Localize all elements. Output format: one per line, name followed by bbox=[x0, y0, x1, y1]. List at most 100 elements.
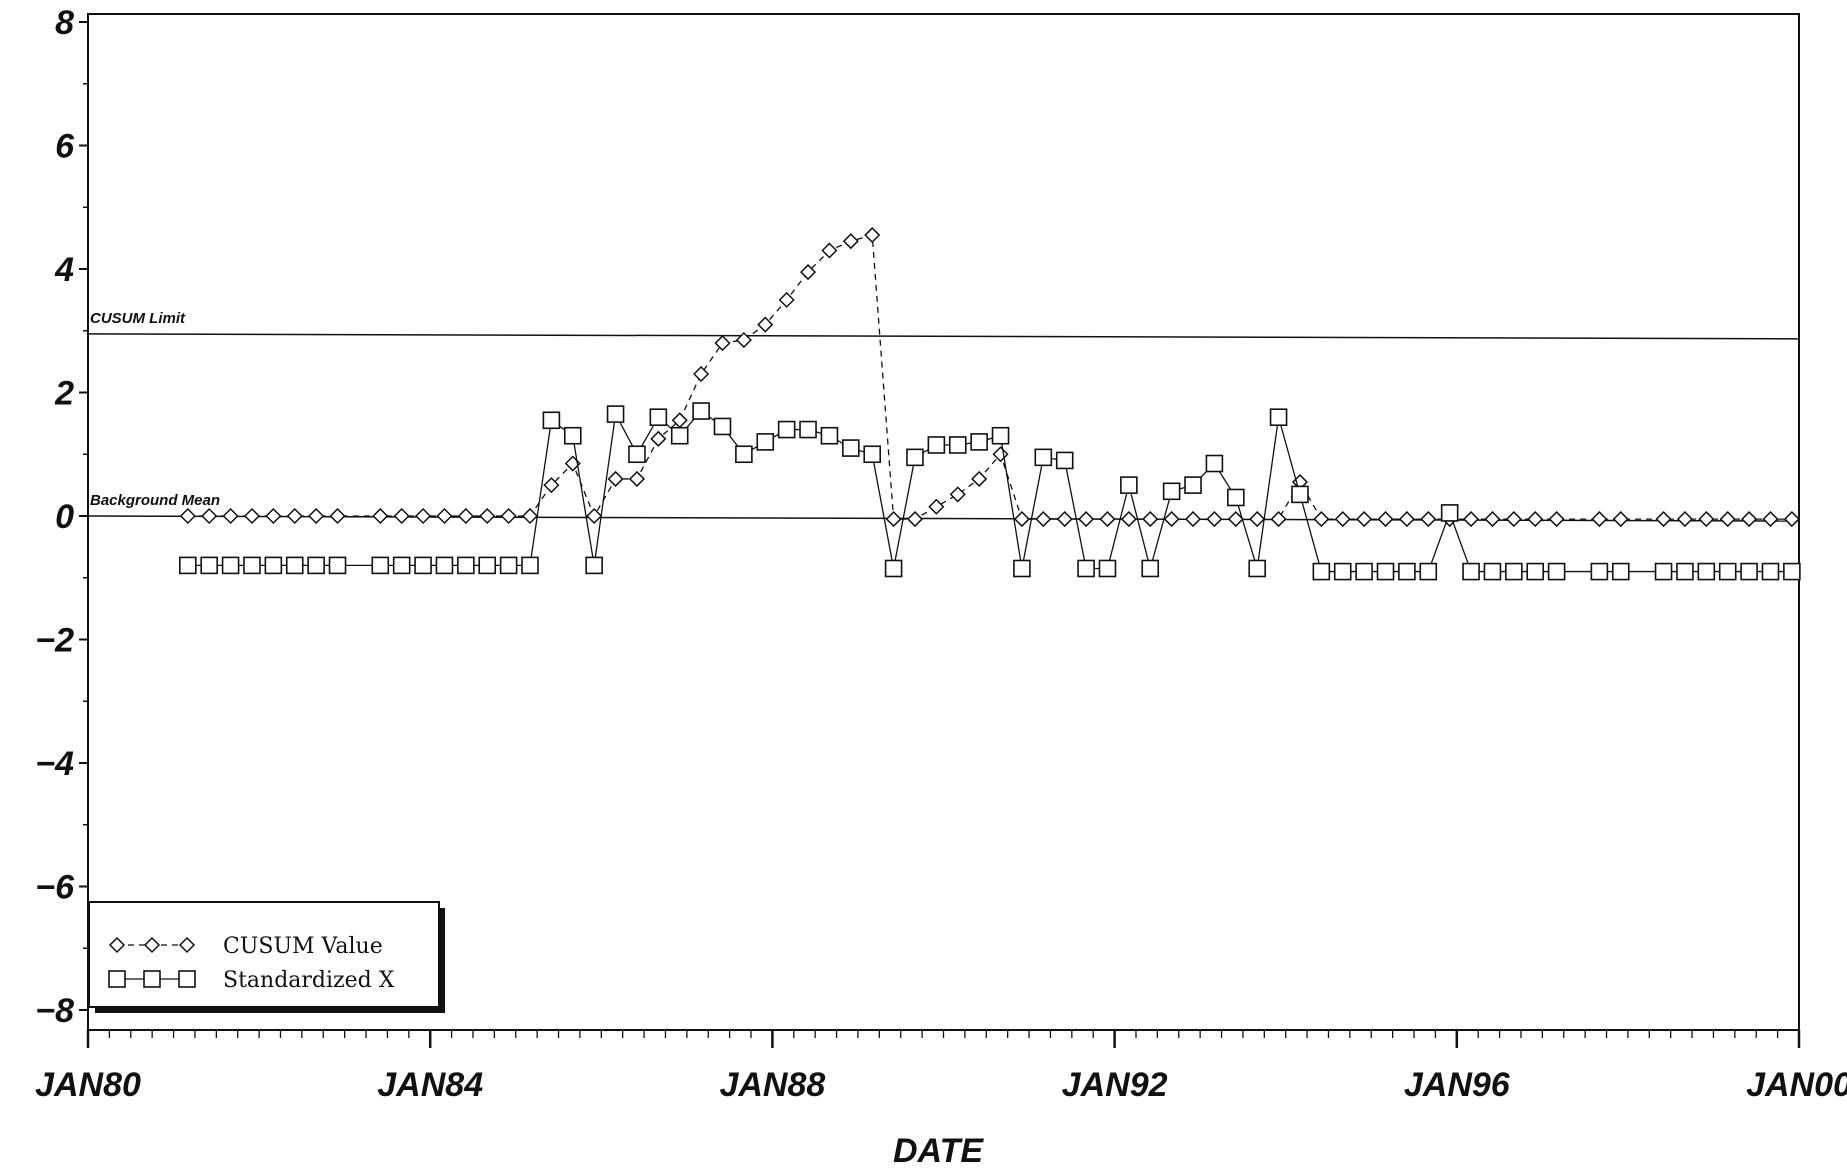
legend-cusum-marker bbox=[143, 936, 161, 954]
cusum-point bbox=[243, 507, 261, 525]
x-tick-label: JAN00 bbox=[1746, 1066, 1847, 1104]
standardized-point bbox=[1248, 559, 1266, 578]
standardized-point bbox=[328, 556, 347, 575]
cusum-point bbox=[1206, 511, 1223, 528]
standardized-point bbox=[756, 433, 775, 451]
y-tick-label: −2 bbox=[35, 622, 74, 660]
cusum-point bbox=[735, 331, 752, 349]
standardized-point bbox=[1141, 559, 1160, 578]
standardized-point bbox=[1226, 488, 1245, 507]
legend-standardized-symbol bbox=[108, 970, 196, 988]
standardized-point bbox=[499, 556, 518, 575]
standardized-point bbox=[1526, 562, 1545, 581]
y-tick-label: 6 bbox=[55, 128, 75, 166]
cusum-point bbox=[1484, 511, 1501, 528]
cusum-point bbox=[265, 507, 282, 525]
cusum-point bbox=[971, 470, 988, 488]
cusum-point bbox=[1356, 511, 1373, 528]
standardized-point bbox=[606, 405, 625, 423]
cusum-limit-label: CUSUM Limit bbox=[90, 310, 186, 327]
standardized-point bbox=[478, 556, 497, 575]
cusum-point bbox=[1013, 511, 1030, 528]
cusum-point bbox=[949, 486, 966, 503]
standardized-point bbox=[906, 448, 924, 467]
cusum-point bbox=[1741, 511, 1758, 528]
cusum-point bbox=[179, 507, 196, 525]
standardized-point bbox=[1654, 562, 1673, 581]
standardized-point bbox=[1419, 562, 1438, 581]
standardized-point bbox=[1120, 476, 1138, 494]
standardized-point bbox=[649, 408, 668, 427]
x-tick-label: JAN88 bbox=[719, 1066, 825, 1104]
cusum-point bbox=[1612, 511, 1629, 528]
cusum-point bbox=[372, 507, 389, 525]
cusum-point bbox=[650, 430, 667, 447]
cusum-point bbox=[436, 507, 453, 525]
standardized-point bbox=[670, 426, 689, 445]
standardized-point bbox=[991, 426, 1010, 445]
cusum-point bbox=[778, 291, 795, 308]
standardized-point bbox=[1055, 451, 1074, 470]
standardized-point bbox=[1440, 504, 1459, 522]
standardized-point bbox=[542, 411, 561, 430]
cusum-point bbox=[222, 507, 239, 525]
cusum-point bbox=[1698, 511, 1715, 528]
data-series bbox=[179, 226, 1801, 581]
cusum-point bbox=[885, 511, 902, 528]
cusum-point bbox=[1270, 511, 1287, 528]
cusum-point bbox=[586, 507, 603, 525]
legend-cusum-label: CUSUM Value bbox=[223, 934, 383, 959]
cusum-point bbox=[1227, 511, 1244, 528]
standardized-point bbox=[799, 420, 817, 439]
cusum-point bbox=[714, 335, 731, 352]
cusum-point bbox=[1078, 511, 1095, 528]
standardized-point bbox=[1355, 562, 1373, 581]
standardized-point bbox=[307, 556, 325, 575]
standardized-point bbox=[285, 556, 304, 575]
standardized-point bbox=[521, 556, 539, 575]
y-tick-label: 8 bbox=[55, 4, 74, 42]
cusum-point bbox=[693, 365, 710, 383]
legend-standardized-marker bbox=[178, 970, 196, 988]
cusum-point bbox=[1527, 511, 1544, 528]
cusum-point bbox=[201, 507, 218, 525]
standardized-point bbox=[927, 436, 946, 454]
cusum-point bbox=[415, 507, 432, 525]
standardized-point bbox=[1376, 562, 1395, 581]
standardized-point bbox=[842, 439, 860, 457]
legend-cusum-symbol bbox=[108, 936, 196, 954]
x-tick-label: JAN92 bbox=[1062, 1066, 1168, 1104]
standardized-point bbox=[1740, 562, 1758, 581]
standardized-point bbox=[179, 556, 197, 575]
cusum-point bbox=[286, 507, 303, 525]
cusum-point bbox=[393, 507, 410, 525]
cusum-point bbox=[1398, 511, 1415, 528]
standardized-point bbox=[563, 426, 582, 445]
standardized-point bbox=[1312, 562, 1331, 581]
standardized-point bbox=[414, 556, 432, 575]
cusum-point bbox=[1313, 511, 1330, 528]
cusum-point bbox=[821, 242, 838, 259]
x-tick-label: JAN80 bbox=[35, 1066, 141, 1104]
standardized-point bbox=[1098, 559, 1117, 578]
standardized-point bbox=[1718, 562, 1737, 581]
cusum-point bbox=[1762, 511, 1779, 528]
standardized-point bbox=[243, 556, 261, 575]
legend: CUSUM Value Standardized X bbox=[88, 901, 445, 1013]
y-tick-label: −4 bbox=[35, 745, 74, 783]
x-tick-label: JAN84 bbox=[377, 1066, 483, 1104]
standardized-point bbox=[585, 556, 603, 575]
cusum-point bbox=[1120, 511, 1137, 528]
standardized-point bbox=[1184, 476, 1202, 494]
cusum-point bbox=[607, 470, 624, 488]
cusum-point bbox=[1056, 511, 1073, 528]
y-axis: 8 6 4 2 0 −2 −4 −6 −8 bbox=[35, 4, 88, 1030]
standardized-point bbox=[1611, 562, 1630, 581]
standardized-point bbox=[1505, 562, 1523, 581]
cusum-point bbox=[457, 507, 474, 525]
cusum-point bbox=[799, 264, 817, 281]
standardized-point bbox=[1483, 562, 1502, 581]
y-tick-label: −8 bbox=[35, 992, 74, 1030]
cusum-point bbox=[1142, 511, 1159, 528]
standardized-line bbox=[187, 410, 1792, 573]
